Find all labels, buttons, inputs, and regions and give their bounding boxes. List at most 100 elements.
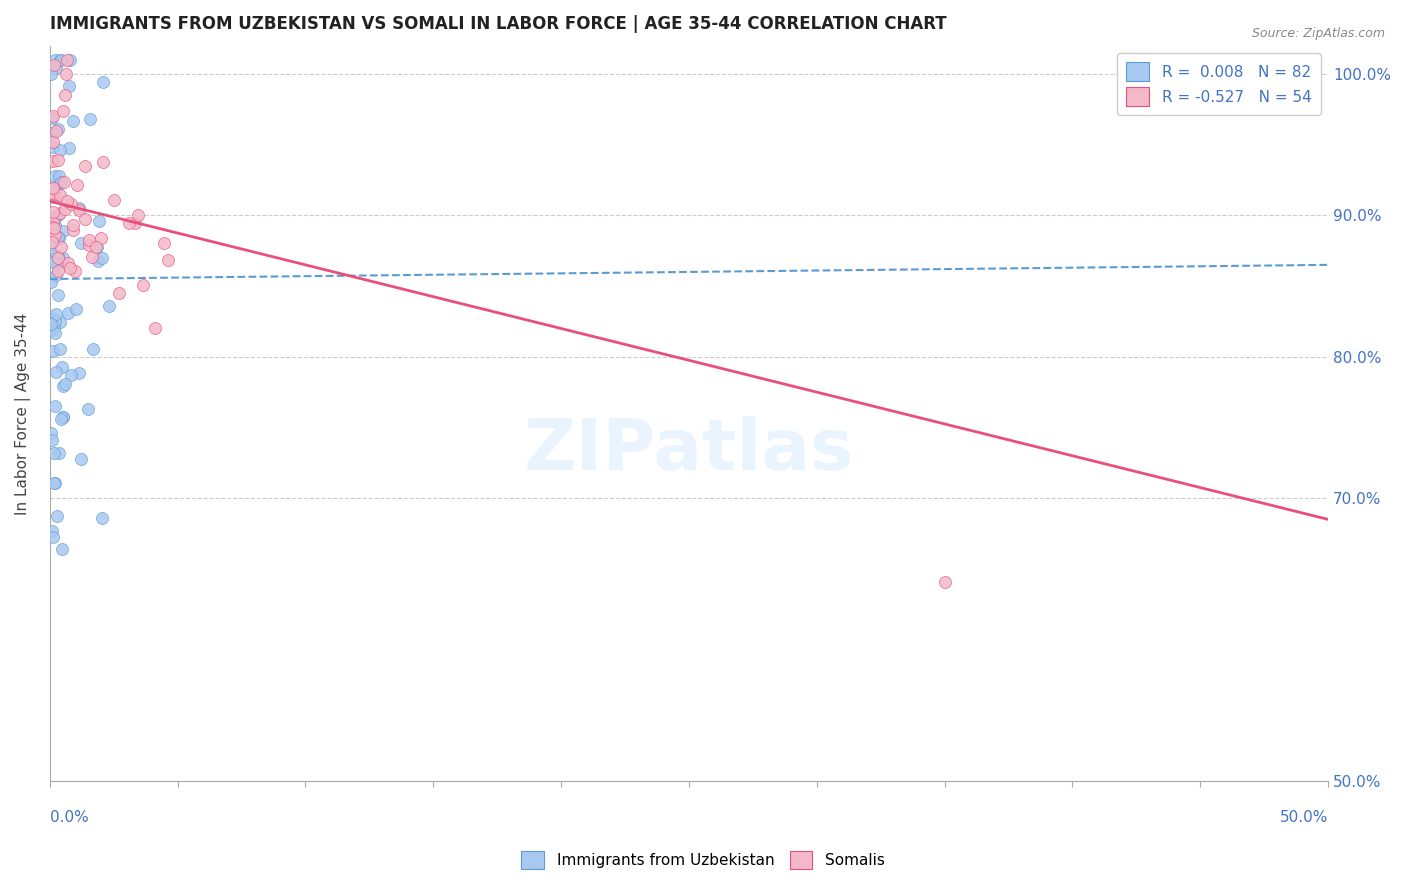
Point bbox=[58, 255, 80, 269]
Point bbox=[44, 326, 66, 341]
Point bbox=[53, 376, 76, 391]
Point bbox=[98, 299, 121, 313]
Y-axis label: In Labor Force | Age 35-44: In Labor Force | Age 35-44 bbox=[15, 312, 31, 515]
Point bbox=[44, 169, 66, 184]
Point bbox=[46, 231, 69, 245]
Point bbox=[51, 359, 73, 374]
Point bbox=[42, 220, 65, 235]
Point bbox=[117, 216, 139, 230]
Point bbox=[55, 67, 77, 81]
Point bbox=[46, 153, 69, 168]
Point bbox=[39, 236, 62, 251]
Point bbox=[52, 251, 75, 265]
Point bbox=[46, 288, 69, 302]
Point bbox=[49, 187, 72, 202]
Point bbox=[41, 227, 63, 242]
Point bbox=[56, 53, 79, 67]
Point bbox=[41, 111, 63, 125]
Point bbox=[53, 87, 76, 102]
Point bbox=[79, 112, 101, 127]
Point bbox=[45, 268, 67, 282]
Point bbox=[42, 211, 65, 226]
Point bbox=[42, 215, 65, 229]
Point bbox=[48, 231, 70, 245]
Point bbox=[59, 260, 82, 275]
Point bbox=[46, 122, 69, 136]
Point bbox=[49, 205, 72, 219]
Point bbox=[44, 399, 66, 413]
Point bbox=[44, 228, 66, 243]
Point bbox=[60, 368, 83, 383]
Point bbox=[152, 236, 174, 251]
Point bbox=[41, 235, 63, 250]
Point bbox=[41, 186, 63, 201]
Point bbox=[48, 169, 70, 183]
Point bbox=[44, 476, 66, 491]
Point bbox=[42, 58, 65, 72]
Point bbox=[87, 253, 110, 268]
Point bbox=[45, 508, 67, 523]
Point bbox=[53, 202, 76, 216]
Text: ZIPatlas: ZIPatlas bbox=[524, 416, 853, 484]
Point bbox=[41, 109, 63, 123]
Point bbox=[70, 235, 93, 250]
Point bbox=[80, 250, 103, 264]
Point bbox=[108, 286, 131, 301]
Point bbox=[56, 194, 79, 208]
Point bbox=[67, 202, 90, 217]
Point bbox=[46, 251, 69, 265]
Point bbox=[48, 229, 70, 244]
Text: 50.0%: 50.0% bbox=[1279, 811, 1329, 825]
Point bbox=[49, 342, 72, 356]
Point bbox=[39, 426, 62, 441]
Point bbox=[84, 240, 107, 254]
Point bbox=[59, 197, 82, 211]
Point bbox=[44, 218, 66, 232]
Point bbox=[58, 78, 80, 93]
Point bbox=[59, 53, 82, 67]
Point bbox=[41, 219, 63, 234]
Point bbox=[39, 317, 62, 331]
Point bbox=[90, 251, 112, 265]
Point bbox=[52, 410, 75, 425]
Point bbox=[156, 253, 179, 268]
Point bbox=[49, 315, 72, 329]
Text: 0.0%: 0.0% bbox=[49, 811, 89, 825]
Point bbox=[89, 214, 111, 228]
Point bbox=[41, 135, 63, 149]
Legend: Immigrants from Uzbekistan, Somalis: Immigrants from Uzbekistan, Somalis bbox=[516, 845, 890, 875]
Point bbox=[52, 224, 75, 238]
Point bbox=[41, 255, 63, 269]
Point bbox=[42, 446, 65, 460]
Point bbox=[77, 233, 100, 247]
Point bbox=[45, 365, 67, 379]
Point bbox=[42, 153, 65, 168]
Point bbox=[132, 277, 155, 292]
Point bbox=[52, 378, 75, 392]
Point bbox=[42, 181, 65, 195]
Point bbox=[62, 218, 84, 232]
Point bbox=[48, 264, 70, 278]
Point bbox=[65, 264, 87, 278]
Point bbox=[67, 366, 90, 380]
Text: Source: ZipAtlas.com: Source: ZipAtlas.com bbox=[1251, 27, 1385, 40]
Point bbox=[44, 249, 66, 263]
Point bbox=[49, 240, 72, 254]
Point bbox=[42, 204, 65, 219]
Point bbox=[91, 75, 114, 89]
Point bbox=[91, 154, 114, 169]
Point bbox=[46, 249, 69, 263]
Point bbox=[44, 187, 66, 202]
Point bbox=[86, 240, 108, 254]
Point bbox=[62, 223, 84, 237]
Point bbox=[42, 139, 65, 153]
Point bbox=[46, 257, 69, 271]
Point bbox=[41, 126, 63, 140]
Point bbox=[91, 511, 114, 525]
Point bbox=[51, 53, 73, 67]
Point bbox=[76, 401, 98, 416]
Point bbox=[52, 410, 75, 425]
Point bbox=[73, 159, 96, 173]
Text: IMMIGRANTS FROM UZBEKISTAN VS SOMALI IN LABOR FORCE | AGE 35-44 CORRELATION CHAR: IMMIGRANTS FROM UZBEKISTAN VS SOMALI IN … bbox=[49, 15, 946, 33]
Point bbox=[41, 524, 63, 538]
